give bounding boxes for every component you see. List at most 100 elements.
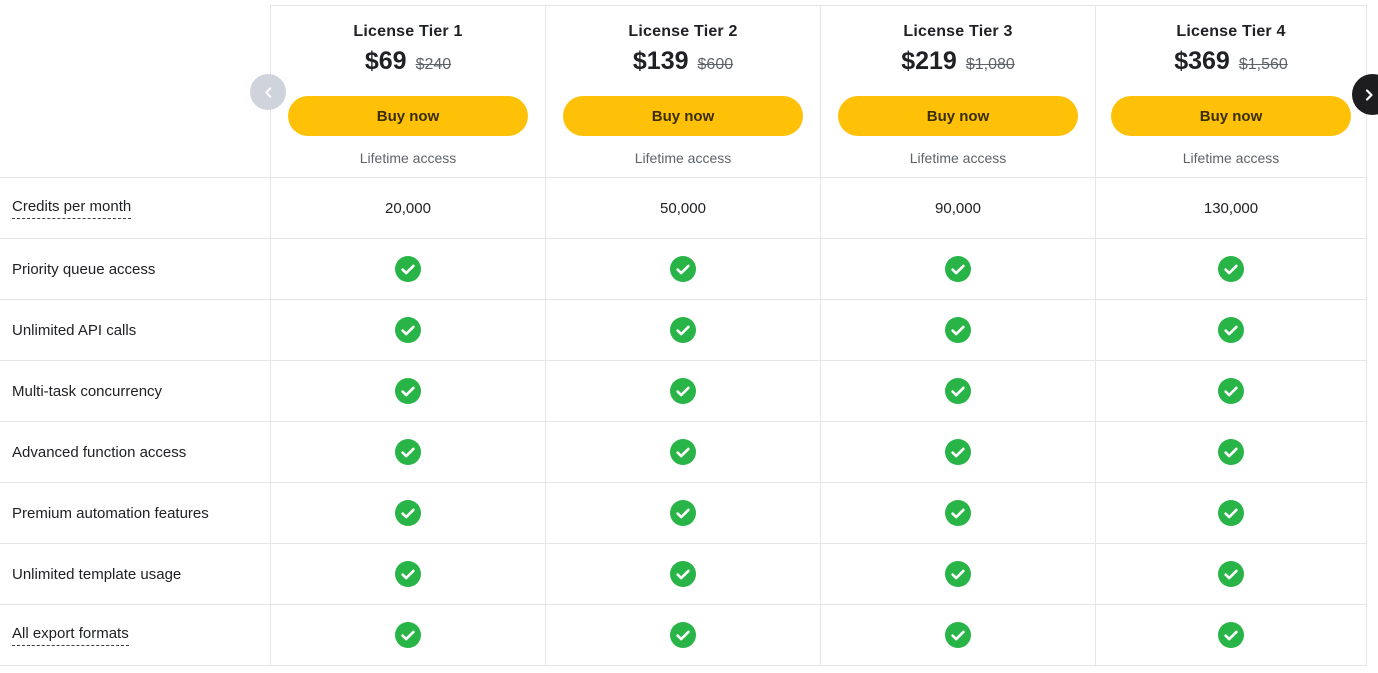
tier-price: $219 [901, 47, 957, 75]
check-circle-icon [945, 439, 971, 465]
feature-value-cell [1095, 605, 1367, 666]
feature-label-cell: Priority queue access [0, 239, 270, 300]
feature-value-cell [545, 300, 820, 361]
tier-header-2: License Tier 2 $139 $600 Buy now Lifetim… [545, 5, 820, 178]
feature-label-all-export-formats[interactable]: All export formats [12, 625, 129, 646]
credits-value: 130,000 [1203, 199, 1259, 217]
feature-label-credits-per-month[interactable]: Credits per month [12, 198, 132, 219]
feature-value-cell [270, 483, 545, 544]
feature-label-cell: Multi-task concurrency [0, 361, 270, 422]
tier-price: $369 [1174, 47, 1230, 75]
buy-now-button-tier-3[interactable]: Buy now [838, 96, 1078, 136]
table-corner-cell [0, 5, 270, 178]
check-circle-icon [395, 439, 421, 465]
feature-label-advanced-function-access: Advanced function access [12, 443, 187, 461]
tier-price: $69 [364, 47, 407, 75]
credits-value: 90,000 [935, 199, 981, 217]
feature-value-cell [820, 544, 1095, 605]
check-circle-icon [395, 622, 421, 648]
price-row: $219 $1,080 [901, 47, 1015, 76]
tier-name: License Tier 4 [1176, 23, 1286, 40]
check-circle-icon [670, 561, 696, 587]
check-circle-icon [945, 622, 971, 648]
feature-value-cell [545, 544, 820, 605]
feature-value-cell [820, 483, 1095, 544]
feature-label-multi-task-concurrency: Multi-task concurrency [12, 382, 163, 400]
feature-value-cell [820, 361, 1095, 422]
chevron-right-icon [1362, 88, 1376, 102]
check-circle-icon [670, 317, 696, 343]
feature-value-cell [545, 605, 820, 666]
feature-value-cell [270, 239, 545, 300]
carousel-prev-button[interactable] [250, 74, 286, 110]
feature-label-cell: All export formats [0, 605, 270, 666]
feature-label-cell: Unlimited API calls [0, 300, 270, 361]
feature-value-cell: 90,000 [820, 178, 1095, 239]
chevron-left-icon [262, 86, 275, 99]
feature-value-cell [1095, 544, 1367, 605]
check-circle-icon [670, 256, 696, 282]
check-circle-icon [945, 317, 971, 343]
check-circle-icon [1218, 439, 1244, 465]
feature-value-cell [820, 422, 1095, 483]
price-row: $369 $1,560 [1174, 47, 1288, 76]
tier-original-price: $240 [415, 56, 452, 73]
check-circle-icon [395, 561, 421, 587]
check-circle-icon [395, 378, 421, 404]
feature-value-cell [270, 300, 545, 361]
feature-value-cell [545, 422, 820, 483]
check-circle-icon [670, 500, 696, 526]
tier-name: License Tier 2 [628, 23, 738, 40]
tier-original-price: $600 [697, 56, 734, 73]
buy-now-button-tier-2[interactable]: Buy now [563, 96, 803, 136]
buy-now-button-tier-4[interactable]: Buy now [1111, 96, 1351, 136]
feature-value-cell [1095, 422, 1367, 483]
lifetime-access-note: Lifetime access [909, 150, 1007, 166]
tier-price: $139 [632, 47, 689, 75]
check-circle-icon [670, 378, 696, 404]
feature-value-cell [1095, 483, 1367, 544]
tier-name: License Tier 1 [353, 23, 463, 40]
tier-header-1: License Tier 1 $69 $240 Buy now Lifetime… [270, 5, 545, 178]
check-circle-icon [1218, 622, 1244, 648]
feature-value-cell [1095, 239, 1367, 300]
tier-original-price: $1,560 [1238, 56, 1288, 73]
feature-label-priority-queue-access: Priority queue access [12, 260, 156, 278]
check-circle-icon [945, 378, 971, 404]
check-circle-icon [945, 256, 971, 282]
feature-value-cell [270, 544, 545, 605]
buy-now-button-tier-1[interactable]: Buy now [288, 96, 528, 136]
check-circle-icon [1218, 561, 1244, 587]
feature-value-cell [545, 483, 820, 544]
tier-original-price: $1,080 [965, 56, 1015, 73]
tier-name: License Tier 3 [903, 23, 1013, 40]
credits-value: 20,000 [385, 199, 431, 217]
tier-header-4: License Tier 4 $369 $1,560 Buy now Lifet… [1095, 5, 1367, 178]
feature-label-cell: Unlimited template usage [0, 544, 270, 605]
feature-value-cell: 20,000 [270, 178, 545, 239]
feature-value-cell [270, 422, 545, 483]
feature-value-cell [820, 605, 1095, 666]
feature-value-cell [545, 239, 820, 300]
feature-label-premium-automation-features: Premium automation features [12, 504, 209, 522]
feature-label-unlimited-template-usage: Unlimited template usage [12, 565, 182, 583]
lifetime-access-note: Lifetime access [359, 150, 457, 166]
check-circle-icon [1218, 256, 1244, 282]
feature-value-cell [1095, 300, 1367, 361]
feature-value-cell [270, 361, 545, 422]
price-row: $139 $600 [633, 47, 733, 76]
feature-value-cell [820, 239, 1095, 300]
carousel-next-button[interactable] [1352, 74, 1378, 115]
feature-value-cell: 50,000 [545, 178, 820, 239]
check-circle-icon [1218, 500, 1244, 526]
feature-value-cell: 130,000 [1095, 178, 1367, 239]
check-circle-icon [670, 622, 696, 648]
feature-value-cell [820, 300, 1095, 361]
check-circle-icon [670, 439, 696, 465]
check-circle-icon [945, 500, 971, 526]
check-circle-icon [1218, 317, 1244, 343]
feature-value-cell [1095, 361, 1367, 422]
check-circle-icon [1218, 378, 1244, 404]
feature-value-cell [270, 605, 545, 666]
feature-value-cell [545, 361, 820, 422]
